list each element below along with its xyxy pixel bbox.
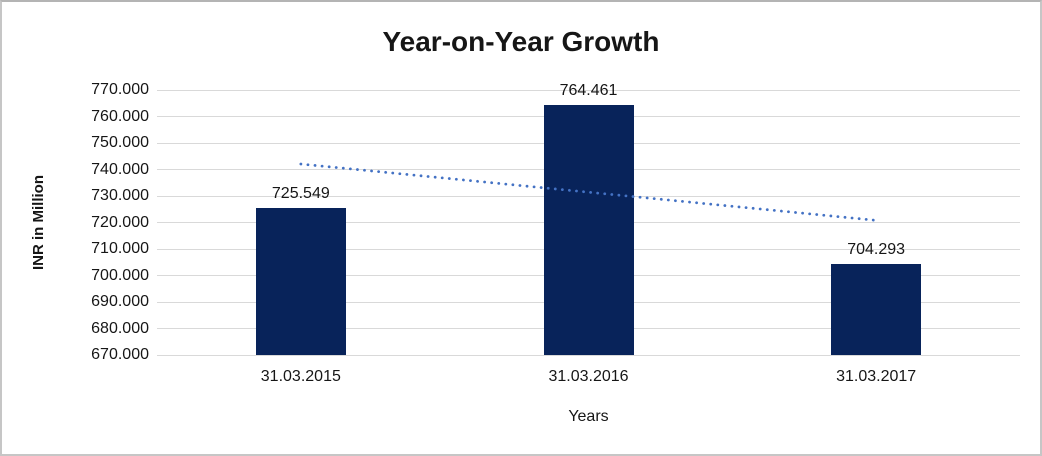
y-tick-label: 730.000 — [91, 187, 149, 204]
y-tick-label: 680.000 — [91, 319, 149, 337]
trendline-layer — [299, 162, 878, 222]
x-tick-label: 31.03.2017 — [836, 368, 917, 385]
data-label: 725.549 — [271, 184, 330, 202]
gridline — [157, 89, 1020, 91]
y-tick-label: 740.000 — [91, 160, 149, 178]
x-axis-line — [157, 354, 1020, 356]
bar-31.03.2017 — [831, 264, 922, 355]
data-label: 704.293 — [847, 241, 906, 259]
data-label: 764.461 — [559, 81, 618, 99]
y-tick-label: 760.000 — [91, 107, 149, 125]
x-tick-label: 31.03.2016 — [548, 368, 629, 385]
x-axis-title: Years — [568, 408, 609, 425]
y-tick-label: 770.000 — [91, 81, 149, 98]
bar-31.03.2016 — [543, 104, 634, 355]
y-tick-label: 720.000 — [91, 213, 149, 231]
bar-31.03.2015 — [255, 207, 346, 355]
linear-trendline — [299, 162, 878, 222]
y-tick-label: 710.000 — [91, 240, 149, 257]
y-tick-label: 670.000 — [91, 346, 149, 363]
plot-area: 725.549 764.461 704.293 — [157, 82, 1020, 356]
y-tick-label: 690.000 — [91, 293, 149, 310]
x-tick-label: 31.03.2015 — [260, 368, 341, 385]
y-tick-label: 750.000 — [91, 134, 149, 151]
y-tick-label: 700.000 — [91, 266, 149, 284]
chart-title: Year-on-Year Growth — [382, 26, 660, 57]
